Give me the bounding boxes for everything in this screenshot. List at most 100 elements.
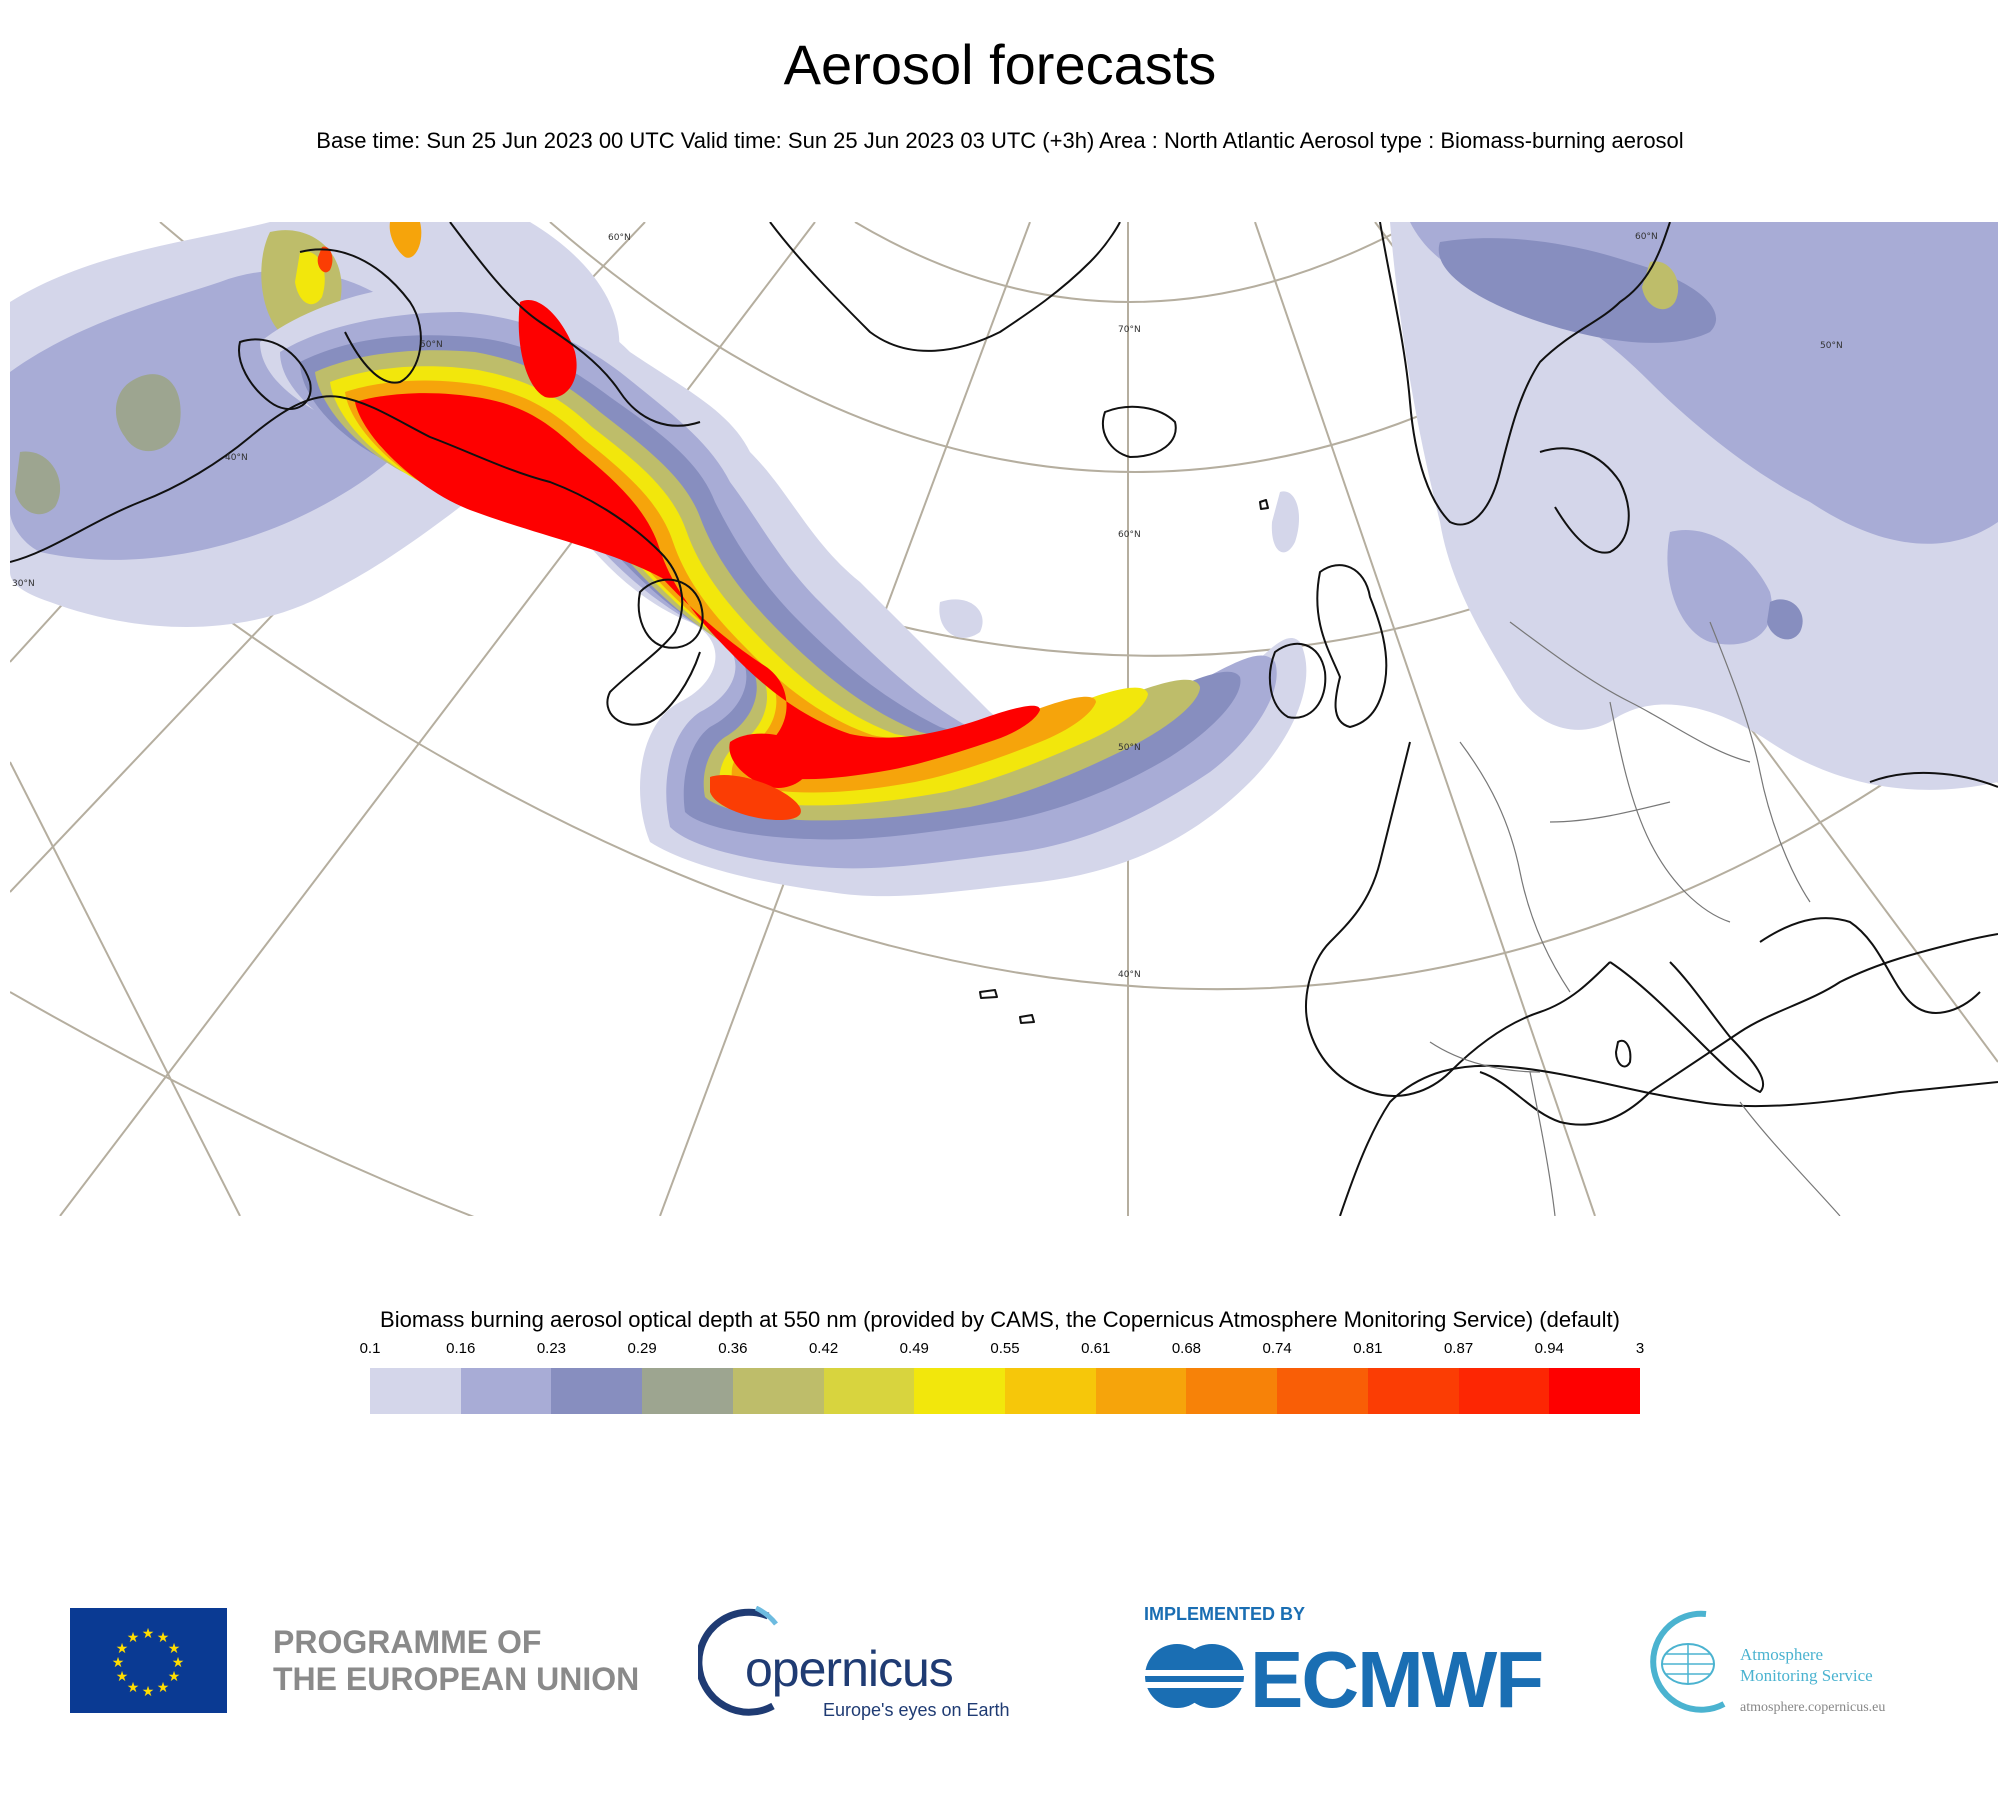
lat-label: 50°N	[420, 340, 443, 350]
legend-tick-label: 0.81	[1353, 1340, 1383, 1357]
legend-tick-label: 0.23	[536, 1340, 567, 1357]
svg-text:★: ★	[157, 1680, 170, 1696]
cams-globe-icon	[1650, 1610, 1726, 1713]
country-border	[1609, 701, 1731, 923]
country-borders	[1429, 621, 1841, 1216]
haze-region-europe	[1667, 530, 1772, 645]
svg-text:★: ★	[116, 1641, 129, 1657]
lat-label: 60°N	[1118, 530, 1141, 540]
graticule-meridian	[59, 222, 816, 1216]
legend-swatch	[1186, 1368, 1278, 1414]
coastline-ireland	[1268, 642, 1327, 719]
coastline-balkans	[1759, 917, 1981, 1014]
legend-swatch	[1367, 1368, 1459, 1414]
graticule-parallel	[10, 991, 475, 1216]
page-title: Aerosol forecasts	[783, 33, 1217, 96]
eu-programme-text: PROGRAMME OF THE EUROPEAN UNION	[273, 1624, 639, 1698]
legend-tick-label: 0.42	[808, 1340, 839, 1357]
coastline-baltic	[1539, 447, 1630, 554]
haze-region-atlantic	[939, 599, 983, 638]
haze-region-north-america	[295, 251, 325, 305]
legend-color-bar	[370, 1368, 1641, 1414]
ecmwf-symbol-icon	[1142, 1644, 1247, 1708]
lat-label: 30°N	[12, 579, 35, 589]
footer-logos: ★ ★ ★ ★ ★ ★ ★ ★ ★ ★ ★ ★ PROGRAMME OF THE…	[0, 1600, 2000, 1730]
legend-swatch	[1005, 1368, 1096, 1414]
plume-edge	[710, 774, 801, 820]
svg-text:★: ★	[127, 1680, 140, 1696]
haze-region-east	[1859, 242, 1998, 390]
haze-region-north-america	[389, 222, 422, 258]
coastline-hudson	[299, 248, 422, 384]
svg-text:★: ★	[168, 1641, 181, 1657]
graticule-meridian	[10, 761, 241, 1216]
country-border	[1709, 621, 1811, 903]
legend-swatch	[1277, 1368, 1368, 1414]
cams-service-name: Atmosphere Monitoring Service	[1740, 1644, 1873, 1686]
legend-swatch	[370, 1368, 461, 1414]
aerosol-plume	[260, 282, 1307, 897]
coastlines	[10, 222, 1998, 1216]
country-border	[1549, 801, 1671, 823]
cams-url: atmosphere.copernicus.eu	[1740, 1700, 1886, 1715]
svg-text:★: ★	[168, 1669, 181, 1685]
lat-label: 60°N	[608, 233, 631, 243]
svg-text:★: ★	[142, 1684, 155, 1700]
eu-line-2: THE EUROPEAN UNION	[273, 1661, 640, 1697]
svg-text:★: ★	[172, 1655, 185, 1671]
ecmwf-logo: IMPLEMENTED BY ECMWF	[1142, 1604, 1562, 1724]
coastline-north-america	[10, 395, 701, 726]
haze-region-europe	[1438, 238, 1717, 343]
lat-label: 70°N	[1118, 325, 1141, 335]
legend-tick-label: 0.1	[359, 1340, 381, 1357]
coastline-labrador	[449, 222, 701, 427]
coastline-scandinavia	[1379, 222, 1671, 526]
coastline-britain	[1316, 564, 1388, 728]
graticule-parallel	[10, 451, 1998, 991]
svg-text:★: ★	[127, 1630, 140, 1646]
legend-tick-label: 0.16	[446, 1340, 476, 1357]
plume-core	[355, 393, 1040, 780]
legend-tick-label: 0.49	[899, 1340, 929, 1357]
svg-text:★: ★	[112, 1655, 125, 1671]
lat-label: 50°N	[1820, 341, 1843, 351]
coastline-italy	[1609, 961, 1765, 1093]
legend-swatch	[460, 1368, 552, 1414]
haze-region-europe	[1767, 599, 1803, 640]
color-legend: 0.1 0.16 0.23 0.29 0.36 0.42 0.49 0.55 0.61 0.68 0…	[360, 1340, 1644, 1420]
legend-swatch	[642, 1368, 733, 1414]
graticule-meridian	[1254, 222, 1596, 1216]
coastline-europe-west	[1305, 741, 1611, 1097]
eu-line-1: PROGRAMME OF	[273, 1624, 542, 1660]
svg-text:★: ★	[116, 1669, 129, 1685]
lat-label: 50°N	[1118, 743, 1141, 753]
legend-swatch	[732, 1368, 824, 1414]
svg-text:★: ★	[157, 1630, 170, 1646]
aerosol-background-haze	[10, 222, 1998, 790]
coastline-iceland	[1102, 405, 1177, 458]
aerosol-map: 60°N 70°N 60°N 50°N 40°N 50°N 40°N 30°N …	[10, 222, 1998, 1216]
haze-region-europe	[1642, 261, 1679, 310]
copernicus-wordmark: opernicus	[745, 1641, 954, 1697]
coastline-greenland	[769, 222, 1121, 352]
cams-name-line-2: Monitoring Service	[1740, 1666, 1873, 1685]
legend-swatch	[1549, 1368, 1641, 1414]
country-border	[1509, 621, 1751, 763]
legend-tick-label: 0.87	[1443, 1340, 1474, 1357]
eu-stars-icon: ★ ★ ★ ★ ★ ★ ★ ★ ★ ★ ★ ★	[112, 1626, 185, 1700]
lat-label: 40°N	[1118, 970, 1141, 980]
coastline-newfoundland	[637, 578, 704, 649]
legend-tick-label: 0.74	[1262, 1340, 1292, 1357]
legend-tick-label: 0.61	[1081, 1340, 1111, 1357]
plume-core	[518, 300, 577, 398]
ecmwf-wordmark: ECMWF	[1250, 1635, 1544, 1724]
country-border	[1459, 741, 1571, 993]
haze-region-north-america	[15, 451, 61, 515]
legend-tick-label: 3	[1635, 1340, 1645, 1357]
coastline-azores	[1019, 1014, 1035, 1024]
svg-text:★: ★	[142, 1626, 155, 1642]
legend-tick-label: 0.36	[718, 1340, 748, 1357]
coastline-corsica	[1615, 1039, 1632, 1068]
legend-swatch	[1458, 1368, 1550, 1414]
coastline-black-sea	[1869, 771, 1998, 788]
